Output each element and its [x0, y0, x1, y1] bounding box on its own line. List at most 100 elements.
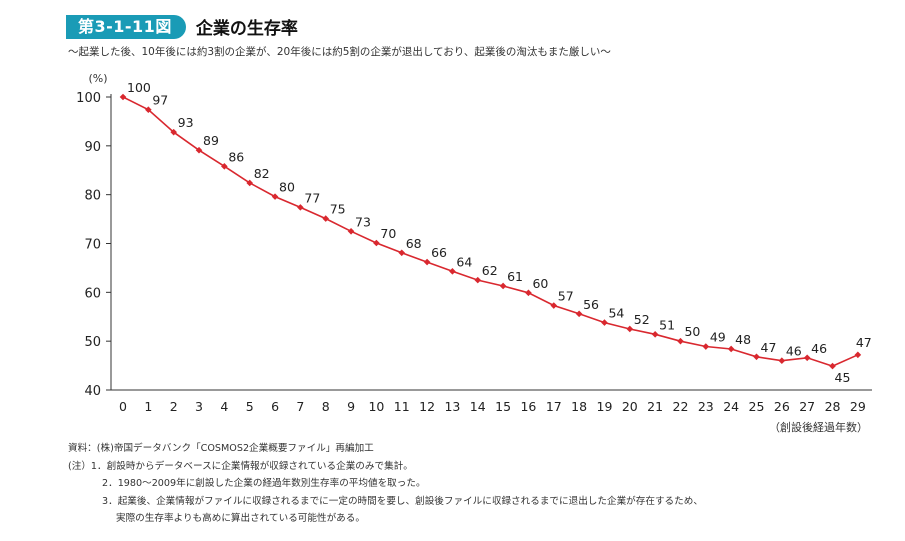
data-point-marker [499, 282, 507, 290]
x-tick-label: 5 [246, 399, 254, 414]
data-point-marker [246, 179, 253, 187]
x-tick-label: 20 [622, 399, 638, 414]
survival-rate-line [122, 96, 859, 367]
x-tick-label: 2 [170, 399, 178, 414]
x-tick-label: 7 [296, 399, 304, 414]
data-label: 57 [558, 289, 574, 304]
figure-notes: 資料：(株)帝国データバンク「COSMOS2企業概要ファイル」再編加工 (注）1… [68, 440, 703, 528]
data-point-marker [271, 193, 279, 200]
x-tick-label: 19 [597, 399, 613, 414]
data-label: 70 [380, 226, 396, 241]
y-axis-unit-label: (%) [88, 72, 107, 85]
y-tick-label: 100 [76, 91, 101, 106]
x-tick-label: 29 [850, 399, 866, 414]
data-label: 48 [735, 332, 751, 347]
data-point-marker [550, 302, 558, 309]
y-tick-label: 80 [84, 189, 101, 204]
data-point-marker [398, 249, 406, 257]
x-tick-label: 14 [470, 399, 486, 414]
data-point-marker [297, 204, 304, 211]
x-tick-label: 15 [495, 399, 511, 414]
data-label: 47 [856, 335, 872, 350]
data-label: 100 [127, 80, 151, 95]
x-tick-label: 27 [799, 399, 815, 414]
data-point-marker [727, 345, 735, 353]
data-label: 54 [608, 306, 624, 321]
x-tick-label: 10 [368, 399, 384, 414]
data-point-marker [373, 239, 380, 247]
data-point-marker [119, 93, 127, 101]
data-label: 46 [811, 341, 827, 356]
data-label: 61 [507, 269, 523, 284]
y-tick-label: 90 [84, 140, 101, 155]
data-label: 56 [583, 297, 599, 312]
data-point-marker [626, 325, 634, 333]
data-label: 50 [684, 324, 700, 339]
y-tick-label: 70 [84, 238, 101, 253]
data-label: 52 [634, 312, 650, 327]
data-point-marker [753, 353, 760, 361]
x-tick-label: 17 [546, 399, 562, 414]
note-3-continued: 実際の生存率よりも高めに算出されている可能性がある。 [116, 513, 365, 524]
figure-header: 第3-1-11図 企業の生存率 [66, 14, 298, 39]
data-label: 97 [152, 93, 168, 108]
data-point-marker [322, 215, 330, 222]
x-tick-label: 6 [271, 399, 279, 414]
data-point-marker [575, 310, 583, 318]
data-label: 68 [406, 236, 422, 251]
data-point-marker [474, 276, 482, 284]
data-label: 80 [279, 180, 295, 195]
data-point-marker [702, 343, 710, 350]
data-label: 75 [330, 202, 346, 217]
y-tick-label: 40 [84, 384, 101, 399]
x-tick-label: 13 [444, 399, 460, 414]
x-tick-label: 3 [195, 399, 203, 414]
x-tick-label: 12 [419, 399, 435, 414]
data-label: 86 [228, 149, 244, 164]
data-point-marker [829, 362, 836, 370]
x-axis-title: （創設後経過年数） [769, 420, 868, 434]
data-label: 46 [786, 344, 802, 359]
data-point-marker [170, 128, 177, 136]
x-tick-label: 25 [749, 399, 765, 414]
data-point-marker [778, 357, 786, 364]
data-point-marker [449, 268, 456, 275]
y-tick-label: 60 [84, 286, 101, 301]
x-tick-label: 4 [220, 399, 228, 414]
data-label: 93 [178, 115, 194, 130]
x-tick-label: 22 [673, 399, 689, 414]
data-label: 62 [482, 263, 498, 278]
figure-subtitle: 〜起業した後、10年後には約3割の企業が、20年後には約5割の企業が退出しており… [68, 46, 611, 58]
data-point-marker [651, 331, 659, 338]
figure-title: 企業の生存率 [195, 19, 298, 39]
data-label: 77 [304, 190, 320, 205]
source-note: 資料：(株)帝国データバンク「COSMOS2企業概要ファイル」再編加工 [68, 443, 374, 454]
data-point-marker [677, 337, 684, 345]
x-tick-label: 21 [647, 399, 663, 414]
figure-number-badge: 第3-1-11図 [66, 14, 186, 39]
data-label: 47 [761, 340, 777, 355]
x-tick-label: 9 [347, 399, 355, 414]
x-tick-label: 8 [322, 399, 330, 414]
x-tick-label: 18 [571, 399, 587, 414]
data-label: 64 [456, 254, 472, 269]
y-tick-label: 50 [84, 335, 101, 350]
data-label: 51 [659, 317, 675, 332]
x-tick-label: 24 [723, 399, 739, 414]
data-label: 82 [254, 166, 270, 181]
note-2: 2．1980〜2009年に創設した企業の経過年数別生存率の平均値を取った。 [102, 478, 426, 489]
data-point-marker [423, 258, 431, 266]
data-label: 89 [203, 133, 219, 148]
x-tick-label: 0 [119, 399, 127, 414]
x-tick-label: 11 [394, 399, 410, 414]
data-label: 60 [532, 276, 548, 291]
data-label: 49 [710, 330, 726, 345]
data-point-marker [145, 106, 152, 113]
data-label: 66 [431, 245, 447, 260]
x-tick-label: 26 [774, 399, 790, 414]
note-1: (注）1．創設時からデータベースに企業情報が収録されている企業のみで集計。 [68, 460, 413, 472]
x-tick-label: 28 [825, 399, 841, 414]
data-label: 73 [355, 214, 371, 229]
data-point-marker [347, 227, 355, 235]
